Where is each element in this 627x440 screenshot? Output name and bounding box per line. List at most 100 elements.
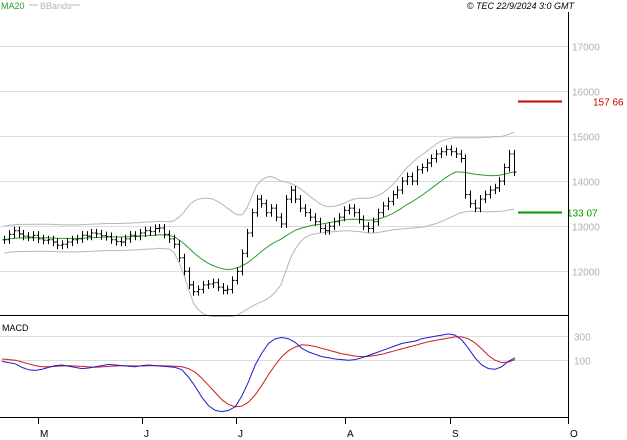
price-bar <box>2 235 7 244</box>
price-bar <box>65 237 70 249</box>
price-bar <box>109 232 114 244</box>
price-bar <box>31 231 36 242</box>
bbands-lower-line <box>3 208 515 317</box>
ma20-line <box>3 171 515 271</box>
price-bar <box>434 149 439 163</box>
bbands-upper-line <box>3 131 515 227</box>
price-bar <box>70 235 75 247</box>
price-y-axis: 12000 13000 14000 15000 16000 17000 <box>572 43 600 279</box>
price-y-tick: 17000 <box>572 43 600 54</box>
price-bar <box>420 163 425 174</box>
macd-lines <box>1 333 516 413</box>
price-y-tick: 13000 <box>572 223 600 234</box>
macd-main-line <box>1 333 516 413</box>
x-tick-label: M <box>40 429 48 440</box>
legend-ma20: MA20 <box>1 1 25 11</box>
legend-bbands: BBands <box>40 1 72 11</box>
price-bar <box>342 206 347 222</box>
price-bar <box>454 147 459 159</box>
price-bar <box>225 285 230 295</box>
price-bar <box>405 172 410 186</box>
price-bar <box>323 224 328 235</box>
macd-title: MACD <box>2 323 29 333</box>
price-bar <box>216 278 221 292</box>
price-bar <box>410 172 415 186</box>
price-bar <box>7 230 12 244</box>
price-bar <box>80 231 85 243</box>
price-bar <box>187 267 192 289</box>
price-bar <box>313 213 318 226</box>
price-bar <box>502 163 507 186</box>
macd-panel: 100 300 <box>0 333 591 413</box>
price-bar <box>357 208 362 224</box>
price-bar <box>250 208 255 238</box>
x-tick-label: J <box>238 429 243 440</box>
price-bar <box>429 154 434 168</box>
price-bar <box>75 234 80 244</box>
price-bar <box>284 195 289 229</box>
price-bar <box>104 231 109 241</box>
price-bar <box>318 217 323 233</box>
price-bar <box>483 190 488 204</box>
price-bar <box>26 232 31 242</box>
price-bar <box>327 222 332 235</box>
price-bar <box>371 217 376 233</box>
price-bar <box>191 280 196 296</box>
price-bar <box>206 279 211 289</box>
price-bar <box>303 204 308 217</box>
price-y-tick: 14000 <box>572 178 600 189</box>
price-bar <box>449 145 454 156</box>
price-y-tick: 15000 <box>572 133 600 144</box>
price-bar <box>211 278 216 289</box>
price-bar <box>391 190 396 206</box>
price-bar <box>381 201 386 217</box>
price-bar <box>41 234 46 245</box>
price-bar <box>46 235 51 245</box>
price-bar <box>473 199 478 213</box>
price-bar <box>512 149 517 177</box>
price-bar <box>289 186 294 204</box>
price-bar <box>201 280 206 294</box>
price-bar <box>221 283 226 295</box>
price-bar <box>415 165 420 186</box>
price-bar <box>293 186 298 204</box>
price-bar <box>60 240 65 250</box>
price-y-tick: 16000 <box>572 88 600 99</box>
price-bar <box>444 145 449 156</box>
price-bar <box>497 176 502 192</box>
price-bar <box>21 229 26 241</box>
price-bar <box>12 226 17 239</box>
price-bar <box>245 228 250 258</box>
price-bar <box>99 229 104 240</box>
price-bar <box>128 231 133 243</box>
x-tick-label: O <box>570 429 578 440</box>
macd-y-tick: 300 <box>574 333 591 344</box>
price-bar <box>162 223 167 239</box>
price-bar <box>425 158 430 172</box>
price-panel: 157 66 133 07 12000 13000 14000 15000 16000 17… <box>0 43 624 317</box>
price-y-tick: 12000 <box>572 268 600 279</box>
price-bar <box>138 228 143 241</box>
copyright-timestamp: © TEC 22/9/2024 3:0 GMT <box>467 1 576 11</box>
macd-y-tick: 100 <box>574 357 591 368</box>
price-bar <box>439 147 444 159</box>
price-bar <box>94 228 99 238</box>
macd-gridlines <box>0 336 568 361</box>
price-bar <box>400 176 405 195</box>
macd-y-axis: 100 300 <box>574 333 591 368</box>
ma20-line <box>3 171 515 271</box>
price-bars <box>2 145 517 296</box>
price-bar <box>143 226 148 238</box>
x-tick-label: J <box>144 429 149 440</box>
price-bar <box>308 208 313 222</box>
price-bar <box>133 231 138 241</box>
price-bar <box>172 234 177 249</box>
price-bar <box>269 204 274 217</box>
price-bar <box>264 199 269 217</box>
x-tick-label: A <box>347 429 354 440</box>
price-bar <box>347 204 352 215</box>
resistance-level-label: 157 66 <box>593 98 624 109</box>
price-bar <box>386 197 391 210</box>
macd-signal-line <box>1 336 516 408</box>
